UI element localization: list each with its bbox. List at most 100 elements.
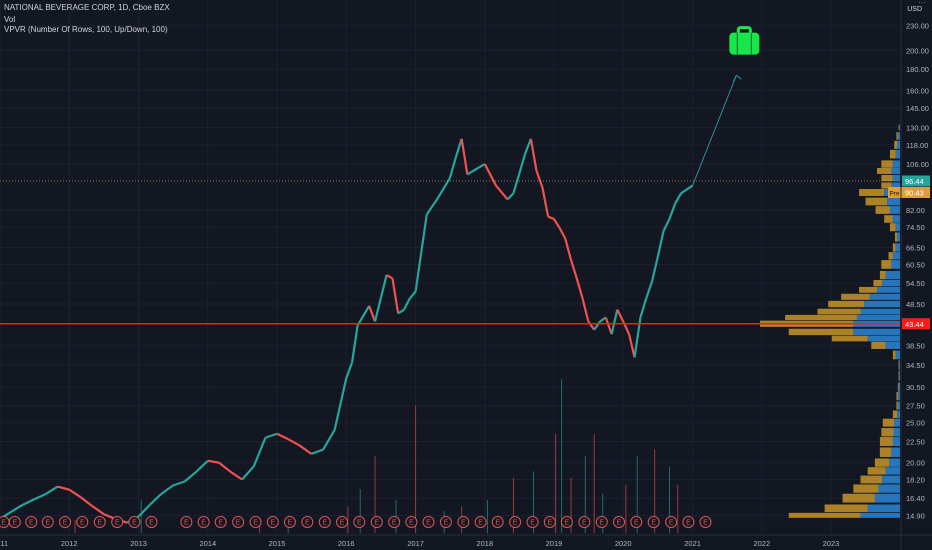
y-tick-label: 27.50 [906,402,925,411]
earnings-marker [647,516,660,528]
vp-down-bar [889,223,896,232]
last-price-tag-label: 96.44 [905,177,924,186]
price-segment [68,488,82,498]
y-tick-label: 160.00 [906,86,929,95]
symbol-title[interactable]: NATIONAL BEVERAGE CORP, 1D, Cboe BZX [4,3,170,12]
vp-up-bar [899,360,900,370]
vp-down-bar [817,308,861,315]
price-segment [33,492,47,501]
price-segment [45,485,59,495]
prev-close-tag-label: 90.43 [905,188,924,197]
earnings-marker [630,516,643,528]
price-segment [518,153,527,175]
earnings-marker [197,516,210,528]
price-segment [218,461,232,473]
earnings-marker-label: E [45,520,50,527]
vp-down-bar [831,335,868,342]
earnings-marker-label: E [270,520,275,527]
y-tick-label: 106.00 [906,160,929,169]
price-segment [265,432,278,439]
price-segment [252,437,267,467]
price-segment [541,187,550,217]
vp-down-bar [788,328,854,336]
earnings-marker-label: E [80,520,85,527]
more-options-icon[interactable]: ··· [918,0,926,6]
price-segment [172,480,186,487]
vp-down-bar [884,215,893,223]
earnings-marker [474,516,487,528]
x-tick-label: 2013 [130,539,147,548]
price-segment [628,333,636,358]
price-segment [535,170,544,188]
volume-legend[interactable]: Vol [4,15,16,24]
vp-up-bar [893,428,900,437]
y-tick-label: 38.50 [906,341,925,350]
price-segment [195,460,209,473]
vp-down-bar [879,270,886,280]
x-tick-label: 2015 [269,539,286,548]
vp-down-bar [892,350,896,360]
vp-up-bar [877,286,900,293]
vp-down-bar [898,360,900,370]
earnings-marker [318,516,331,528]
y-tick-label: 60.50 [906,260,925,269]
y-tick-label: 34.50 [906,361,925,370]
vp-down-bar [824,504,868,513]
earnings-marker [128,516,141,528]
vpvr-legend[interactable]: VPVR (Number Of Rows, 100, Up/Down, 100) [4,25,168,34]
last-price-tag [902,175,930,187]
price-segment [680,188,688,195]
vp-up-bar [874,493,900,503]
y-tick-label: 20.00 [906,459,925,468]
vp-up-bar [867,504,900,513]
earnings-marker-label: E [12,520,17,527]
price-segment [322,429,336,451]
price-segment [593,320,601,331]
earnings-marker-label: E [392,520,397,527]
earnings-marker-label: E [444,520,449,527]
vp-down-bar [892,243,896,252]
earnings-marker-label: E [478,520,483,527]
vp-up-bar [891,167,900,174]
vp-down-bar [881,160,893,168]
earnings-marker [283,516,296,528]
y-tick-label: 82.00 [906,206,925,215]
earnings-marker [595,516,608,528]
vp-up-bar [856,314,900,320]
price-segment [91,505,105,516]
vp-down-bar [881,428,894,437]
vp-down-bar [865,197,888,206]
x-tick-label: 2022 [753,539,770,548]
earnings-marker [353,516,366,528]
price-segment [599,316,607,323]
price-segment [650,256,659,282]
price-segment [575,277,584,299]
earnings-marker [301,516,314,528]
vp-down-bar [875,206,890,214]
vp-down-bar [898,124,900,131]
earnings-marker-label: E [669,520,674,527]
vp-down-bar [842,493,875,503]
vp-up-bar [889,458,900,467]
price-segment [149,493,163,506]
vp-up-bar [882,475,900,484]
price-segment [391,278,400,314]
price-segment [373,298,382,322]
earnings-marker-label: E [409,520,414,527]
vp-up-bar [898,382,900,392]
prev-close-badge [888,186,902,198]
earnings-marker-label: E [357,520,362,527]
earnings-marker-label: E [132,520,137,527]
vp-up-bar [895,149,900,159]
earnings-marker [232,516,245,528]
vp-up-bar [892,160,900,168]
price-segment [299,444,312,455]
price-segment [547,215,555,220]
y-tick-label: 54.50 [906,279,925,288]
earnings-marker-label: E [1,520,6,527]
earnings-marker-label: E [703,520,708,527]
y-tick-label: 130.00 [906,124,929,133]
vp-down-bar [877,167,892,174]
earnings-marker-label: E [426,520,431,527]
